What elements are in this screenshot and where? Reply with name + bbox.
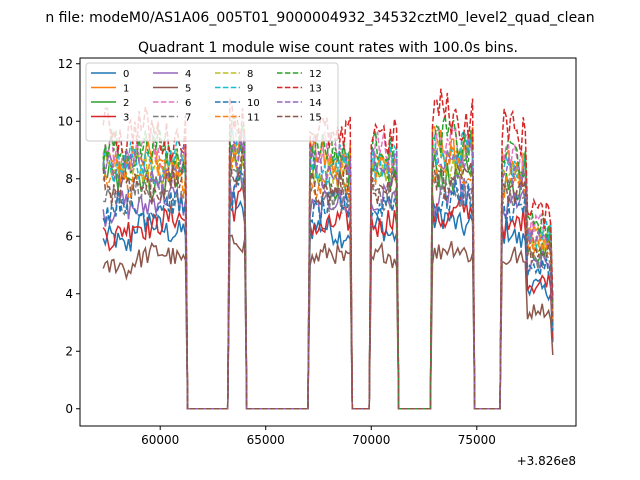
x-tick-label: 65000 [247,433,285,447]
plot-frame [79,57,577,427]
y-tick-label: 2 [65,344,73,358]
y-tick-label: 6 [65,229,73,243]
legend-label-11: 11 [247,113,260,124]
legend-label-8: 8 [247,69,253,80]
y-tick-label: 8 [65,172,73,186]
legend-label-3: 3 [123,113,129,124]
x-tick-label: 60000 [141,433,179,447]
legend-label-9: 9 [247,84,253,95]
figure-suptitle: n file: modeM0/AS1A06_005T01_9000004932_… [45,10,594,26]
legend-label-2: 2 [123,98,129,109]
legend-label-6: 6 [185,98,191,109]
y-tick-label: 12 [58,57,73,71]
legend-label-12: 12 [309,69,322,80]
series-line-10 [102,169,554,410]
x-tick-label: 75000 [458,433,496,447]
legend-label-14: 14 [309,98,322,109]
x-tick-label: 70000 [352,433,390,447]
legend-label-13: 13 [309,84,322,95]
legend-label-4: 4 [185,69,191,80]
legend-label-7: 7 [185,113,191,124]
series-line-14 [102,137,554,410]
legend-label-5: 5 [185,84,191,95]
x-offset-label: +3.826e8 [517,454,576,468]
legend-box [85,62,339,142]
legend-label-0: 0 [123,69,129,80]
y-tick-label: 0 [65,402,73,416]
series-line-15 [102,146,554,410]
y-tick-label: 10 [58,114,73,128]
legend-label-1: 1 [123,84,129,95]
legend-label-10: 10 [247,98,260,109]
y-tick-label: 4 [65,287,73,301]
legend-label-15: 15 [309,113,322,124]
chart-title: Quadrant 1 module wise count rates with … [138,40,518,56]
